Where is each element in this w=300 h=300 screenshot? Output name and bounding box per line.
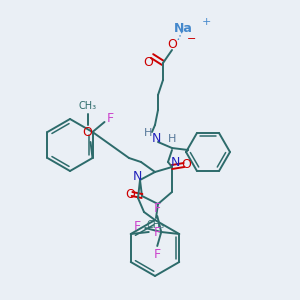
Text: N: N [151,131,161,145]
Text: +: + [201,17,211,27]
Text: O: O [181,158,191,172]
Text: O: O [82,127,92,140]
Text: CH₃: CH₃ [147,220,165,230]
Text: Na: Na [174,22,192,34]
Text: F: F [154,202,161,214]
Text: N: N [132,169,142,182]
Text: O: O [167,38,177,50]
Text: F: F [154,248,161,260]
Text: F: F [134,220,141,232]
Text: O: O [143,56,153,70]
Text: H: H [144,128,152,138]
Text: −: − [187,34,197,44]
Text: F: F [154,226,161,238]
Text: CH₃: CH₃ [79,101,97,111]
Text: N: N [170,157,180,169]
Text: F: F [107,112,114,124]
Text: O: O [125,188,135,200]
Text: H: H [168,134,176,144]
